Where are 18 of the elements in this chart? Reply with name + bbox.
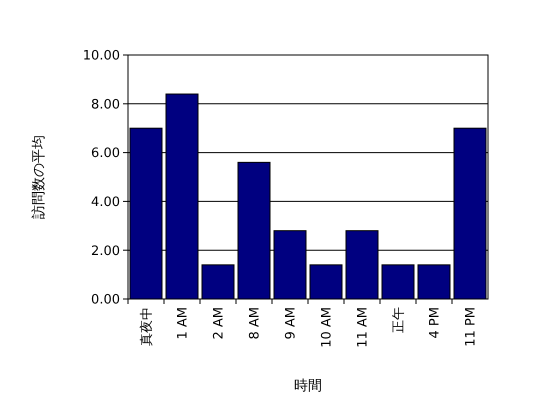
- x-tick-label: 11 PM: [464, 307, 479, 347]
- x-tick-label: 2 AM: [212, 307, 227, 340]
- x-tick-label: 8 AM: [248, 307, 263, 340]
- x-tick-label: 4 PM: [428, 307, 443, 338]
- y-tick-label: 0.00: [91, 292, 120, 308]
- x-tick-label: 10 AM: [320, 307, 335, 348]
- y-tick-label: 6.00: [91, 146, 120, 162]
- x-axis-title: 時間: [294, 378, 322, 394]
- y-axis-title: 訪問数の平均: [31, 135, 47, 219]
- y-tick-label: 4.00: [91, 194, 120, 210]
- y-tick-label: 8.00: [91, 97, 120, 112]
- x-tick-label: 11 AM: [356, 307, 371, 348]
- x-tick-label: 真夜中: [138, 307, 155, 346]
- x-tick-label: 9 AM: [284, 307, 299, 340]
- y-tick-label: 10.00: [82, 48, 120, 64]
- x-tick-label: 正午: [392, 307, 407, 333]
- x-tick-label: 1 AM: [176, 307, 191, 340]
- y-tick-label: 2.00: [91, 244, 120, 259]
